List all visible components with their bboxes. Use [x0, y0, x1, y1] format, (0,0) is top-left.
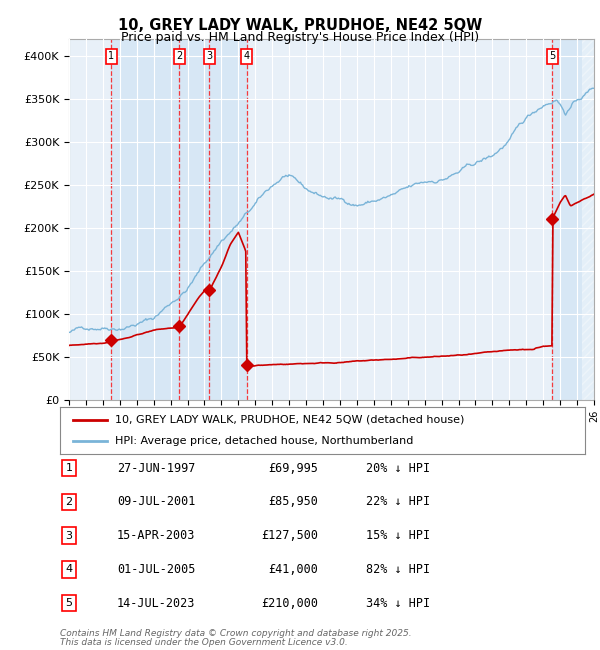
Text: 1: 1 — [108, 51, 114, 61]
Text: Contains HM Land Registry data © Crown copyright and database right 2025.: Contains HM Land Registry data © Crown c… — [60, 629, 412, 638]
Bar — [209, 39, 247, 400]
Text: 4: 4 — [65, 564, 73, 575]
Text: 82% ↓ HPI: 82% ↓ HPI — [366, 563, 430, 576]
Text: 09-JUL-2001: 09-JUL-2001 — [117, 495, 196, 508]
Text: 10, GREY LADY WALK, PRUDHOE, NE42 5QW (detached house): 10, GREY LADY WALK, PRUDHOE, NE42 5QW (d… — [115, 415, 464, 424]
Text: £127,500: £127,500 — [261, 529, 318, 542]
Text: £41,000: £41,000 — [268, 563, 318, 576]
Text: 15-APR-2003: 15-APR-2003 — [117, 529, 196, 542]
Text: 1: 1 — [65, 463, 73, 473]
Bar — [582, 39, 594, 400]
Text: 15% ↓ HPI: 15% ↓ HPI — [366, 529, 430, 542]
Text: £85,950: £85,950 — [268, 495, 318, 508]
Bar — [179, 39, 209, 400]
Text: 22% ↓ HPI: 22% ↓ HPI — [366, 495, 430, 508]
Text: 2: 2 — [176, 51, 182, 61]
Text: £210,000: £210,000 — [261, 597, 318, 610]
Bar — [111, 39, 179, 400]
Text: 20% ↓ HPI: 20% ↓ HPI — [366, 462, 430, 474]
Text: This data is licensed under the Open Government Licence v3.0.: This data is licensed under the Open Gov… — [60, 638, 348, 647]
Text: HPI: Average price, detached house, Northumberland: HPI: Average price, detached house, Nort… — [115, 436, 413, 446]
Text: 3: 3 — [65, 530, 73, 541]
Text: 5: 5 — [65, 598, 73, 608]
Text: 5: 5 — [549, 51, 556, 61]
Text: 14-JUL-2023: 14-JUL-2023 — [117, 597, 196, 610]
Text: 01-JUL-2005: 01-JUL-2005 — [117, 563, 196, 576]
Bar — [553, 39, 594, 400]
Text: 4: 4 — [244, 51, 250, 61]
Text: 27-JUN-1997: 27-JUN-1997 — [117, 462, 196, 474]
Text: 3: 3 — [206, 51, 212, 61]
Text: 10, GREY LADY WALK, PRUDHOE, NE42 5QW: 10, GREY LADY WALK, PRUDHOE, NE42 5QW — [118, 18, 482, 33]
Text: Price paid vs. HM Land Registry's House Price Index (HPI): Price paid vs. HM Land Registry's House … — [121, 31, 479, 44]
Text: 34% ↓ HPI: 34% ↓ HPI — [366, 597, 430, 610]
Text: 2: 2 — [65, 497, 73, 507]
Text: £69,995: £69,995 — [268, 462, 318, 474]
